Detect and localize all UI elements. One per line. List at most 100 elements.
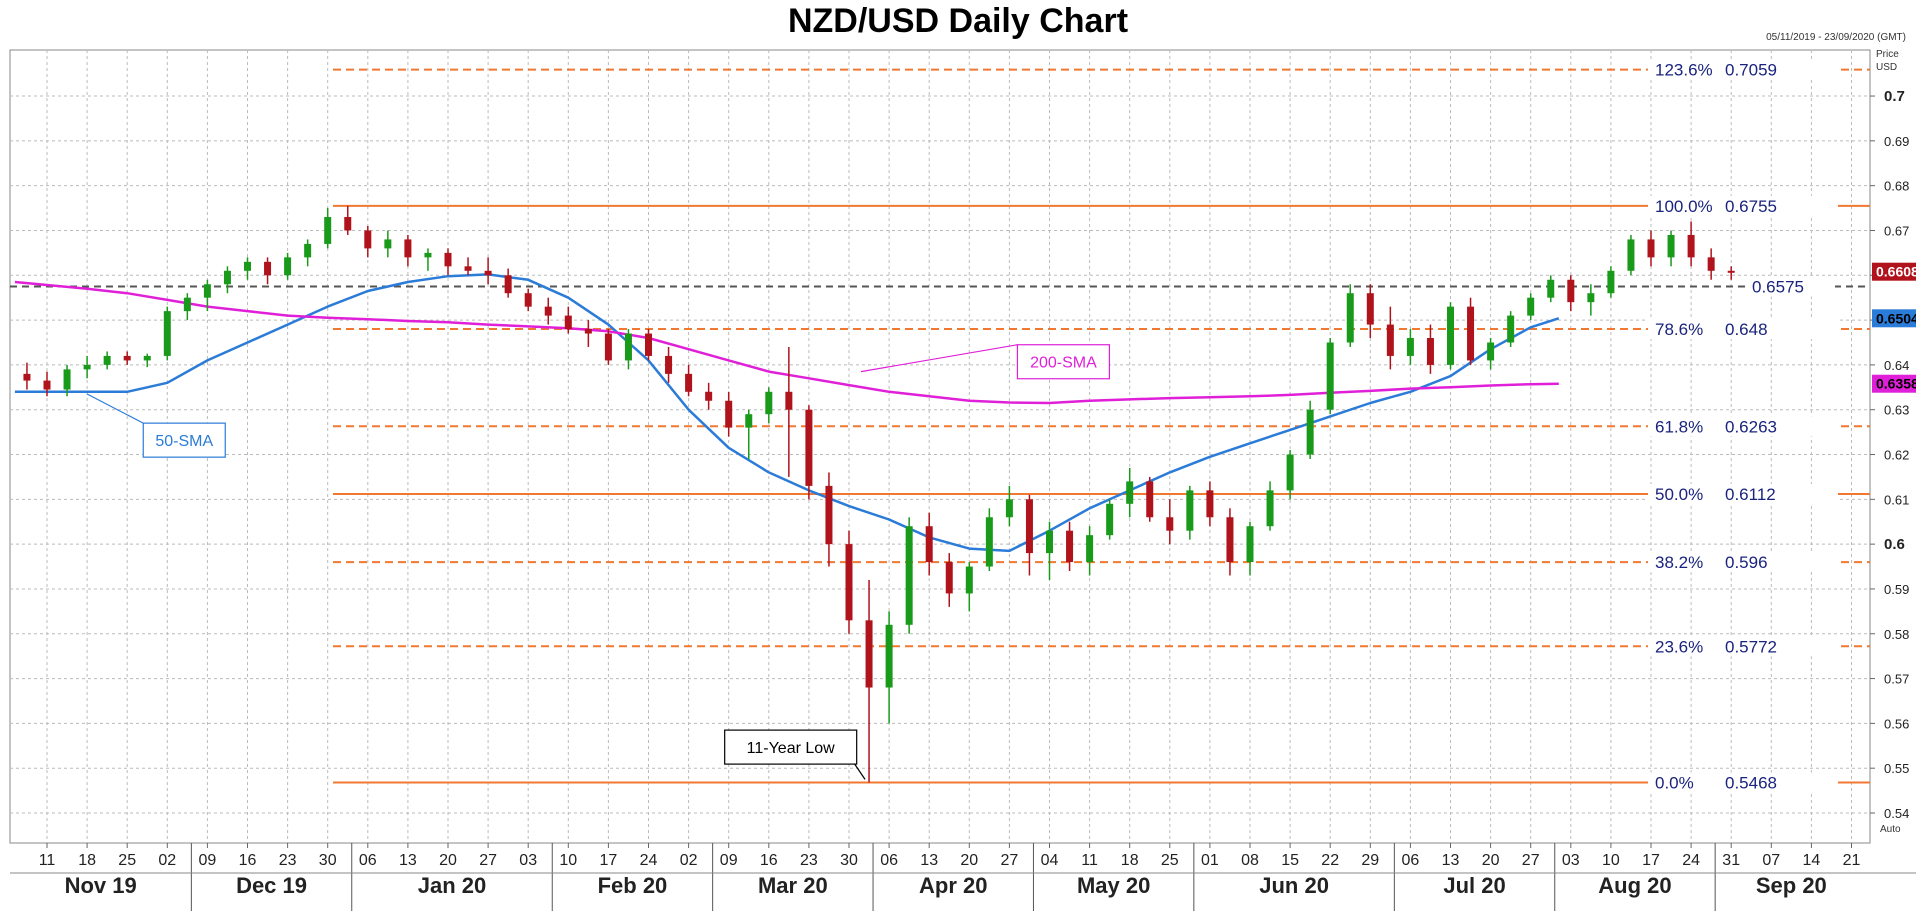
fib-percent-label: 50.0% xyxy=(1655,485,1703,504)
candle-body xyxy=(284,257,291,275)
x-tick-label: 06 xyxy=(880,852,898,869)
fib-percent-label: 123.6% xyxy=(1655,61,1713,80)
candle-body xyxy=(1607,271,1614,293)
candle-body xyxy=(465,266,472,270)
candle-body xyxy=(1447,307,1454,365)
candle-body xyxy=(1066,531,1073,562)
candle-body xyxy=(1026,499,1033,553)
current-price-label: 0.6575 xyxy=(1752,277,1804,296)
x-tick-label: 07 xyxy=(1762,852,1780,869)
x-tick-label: 30 xyxy=(319,852,337,869)
candle-body xyxy=(1166,517,1173,530)
candle-body xyxy=(665,356,672,374)
candle-body xyxy=(1186,490,1193,530)
y-tick-label: 0.64 xyxy=(1884,358,1909,373)
candle-body xyxy=(1648,239,1655,257)
candle-body xyxy=(1206,490,1213,517)
y-tick-label: 0.57 xyxy=(1884,672,1909,687)
fib-percent-label: 61.8% xyxy=(1655,417,1703,436)
candle-body xyxy=(164,311,171,356)
candle-body xyxy=(605,334,612,361)
fib-value-label: 0.5468 xyxy=(1725,774,1777,793)
fib-value-label: 0.7059 xyxy=(1725,61,1777,80)
candle-body xyxy=(1247,526,1254,562)
x-tick-label: 31 xyxy=(1722,852,1740,869)
x-tick-label: 29 xyxy=(1361,852,1379,869)
candle-body xyxy=(785,392,792,410)
price-tag-label: 0.6504 xyxy=(1876,310,1916,326)
x-month-label: Aug 20 xyxy=(1598,873,1671,898)
y-tick-label: 0.55 xyxy=(1884,761,1909,776)
candle-body xyxy=(705,392,712,401)
candle-body xyxy=(926,526,933,562)
candle-body xyxy=(384,239,391,248)
x-tick-label: 27 xyxy=(479,852,497,869)
candle-body xyxy=(1006,499,1013,517)
candle-body xyxy=(1427,338,1434,365)
candle-body xyxy=(625,334,632,361)
x-tick-label: 25 xyxy=(1161,852,1179,869)
price-tag-label: 0.6608 xyxy=(1876,264,1916,280)
candle-body xyxy=(1126,481,1133,503)
candle-body xyxy=(124,356,131,360)
candle-body xyxy=(1146,481,1153,517)
candle-body xyxy=(1086,535,1093,562)
x-tick-label: 11 xyxy=(39,852,56,869)
candle-body xyxy=(1226,517,1233,562)
x-tick-label: 08 xyxy=(1241,852,1259,869)
candle-body xyxy=(986,517,993,566)
plot-area xyxy=(10,50,1870,843)
candle-body xyxy=(1487,342,1494,360)
candle-body xyxy=(725,401,732,428)
candle-body xyxy=(1387,325,1394,356)
candle-body xyxy=(645,334,652,356)
candle-body xyxy=(104,356,111,365)
grid-lines xyxy=(10,50,1870,843)
candle-body xyxy=(1547,280,1554,298)
x-tick-label: 27 xyxy=(1001,852,1019,869)
candle-body xyxy=(745,414,752,427)
fib-percent-label: 0.0% xyxy=(1655,774,1694,793)
candle-body xyxy=(1567,280,1574,302)
x-tick-label: 02 xyxy=(158,852,176,869)
x-month-label: Apr 20 xyxy=(919,873,987,898)
annotation-label: 200-SMA xyxy=(1030,355,1097,372)
candle-body xyxy=(1307,410,1314,455)
auto-scale-button[interactable]: Auto xyxy=(1880,824,1901,835)
candle-body xyxy=(44,381,51,390)
candle-body xyxy=(1587,293,1594,302)
x-month-label: Dec 19 xyxy=(236,873,307,898)
fib-percent-label: 23.6% xyxy=(1655,637,1703,656)
x-tick-label: 02 xyxy=(680,852,698,869)
fib-value-label: 0.596 xyxy=(1725,553,1768,572)
candle-body xyxy=(84,365,91,369)
candle-body xyxy=(1407,338,1414,356)
candle-body xyxy=(1287,455,1294,491)
y-tick-label: 0.56 xyxy=(1884,716,1909,731)
y-tick-label: 0.62 xyxy=(1884,448,1909,463)
candle-body xyxy=(445,253,452,266)
candle-body xyxy=(825,486,832,544)
x-tick-label: 24 xyxy=(640,852,658,869)
candle-body xyxy=(1708,257,1715,270)
y-tick-label: 0.69 xyxy=(1884,134,1909,149)
x-tick-label: 24 xyxy=(1682,852,1700,869)
candle-body xyxy=(1106,504,1113,535)
candle-body xyxy=(1347,293,1354,342)
candle-body xyxy=(23,374,30,381)
candle-body xyxy=(224,271,231,284)
y-tick-label: 0.68 xyxy=(1884,179,1909,194)
candle-body xyxy=(1688,235,1695,257)
y-tick-label: 0.63 xyxy=(1884,403,1909,418)
y-tick-label: 0.6 xyxy=(1884,536,1905,553)
candle-body xyxy=(64,369,71,389)
x-tick-label: 15 xyxy=(1281,852,1299,869)
x-tick-label: 22 xyxy=(1321,852,1339,869)
x-tick-label: 16 xyxy=(760,852,778,869)
candle-body xyxy=(424,253,431,257)
candle-body xyxy=(485,271,492,275)
y-tick-label: 0.59 xyxy=(1884,582,1909,597)
x-tick-label: 13 xyxy=(920,852,938,869)
x-tick-label: 18 xyxy=(78,852,96,869)
